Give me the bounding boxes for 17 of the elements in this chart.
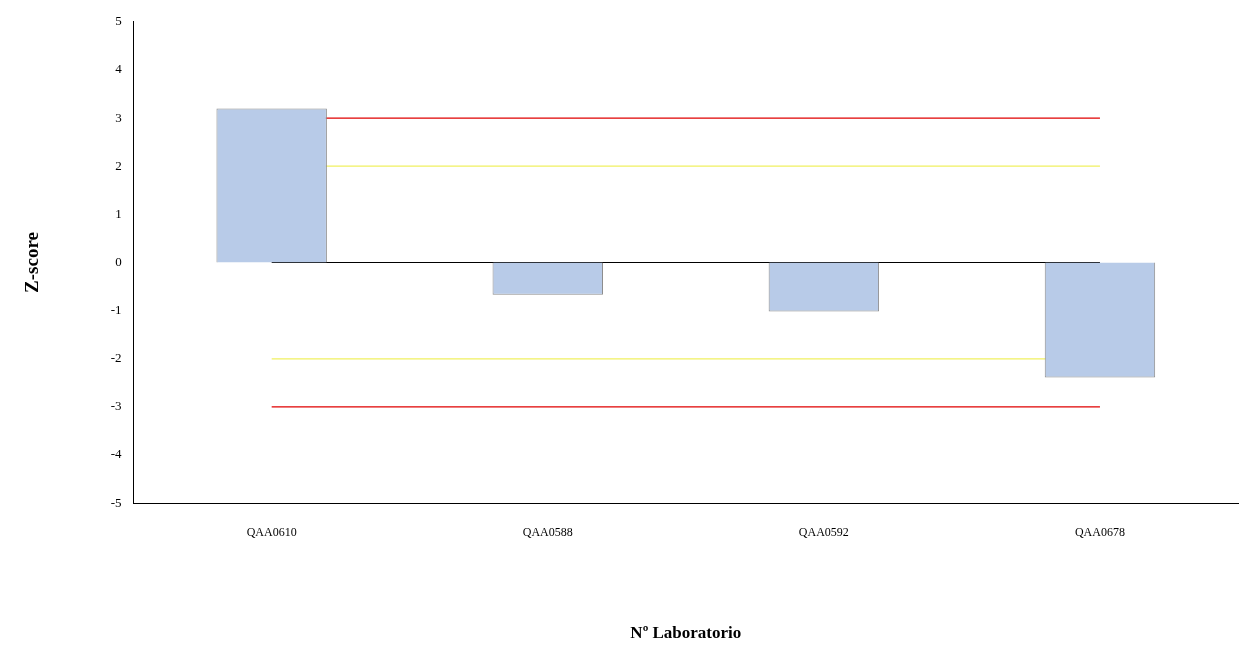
y-tick-label: 0	[115, 253, 122, 269]
y-tick-label: -1	[110, 302, 122, 318]
y-tick-label: -2	[110, 350, 122, 366]
y-tick-label: 1	[115, 205, 122, 221]
x-tick-label: QAA0610	[246, 524, 297, 539]
x-tick-label: QAA0592	[798, 524, 849, 539]
y-tick-label: 4	[115, 61, 123, 77]
y-tick-label: 3	[115, 109, 122, 125]
y-tick-label: -5	[110, 494, 122, 510]
y-tick-label: 2	[115, 157, 122, 173]
x-tick-label: QAA0678	[1074, 524, 1125, 539]
x-axis-title: Nº Laboratorio	[630, 623, 742, 643]
y-axis-title: Z-score	[21, 232, 43, 293]
y-tick-label: 5	[115, 13, 122, 29]
y-tick-label: -4	[110, 446, 123, 462]
y-tick-label: -3	[110, 398, 122, 414]
x-tick-label: QAA0588	[522, 524, 573, 539]
